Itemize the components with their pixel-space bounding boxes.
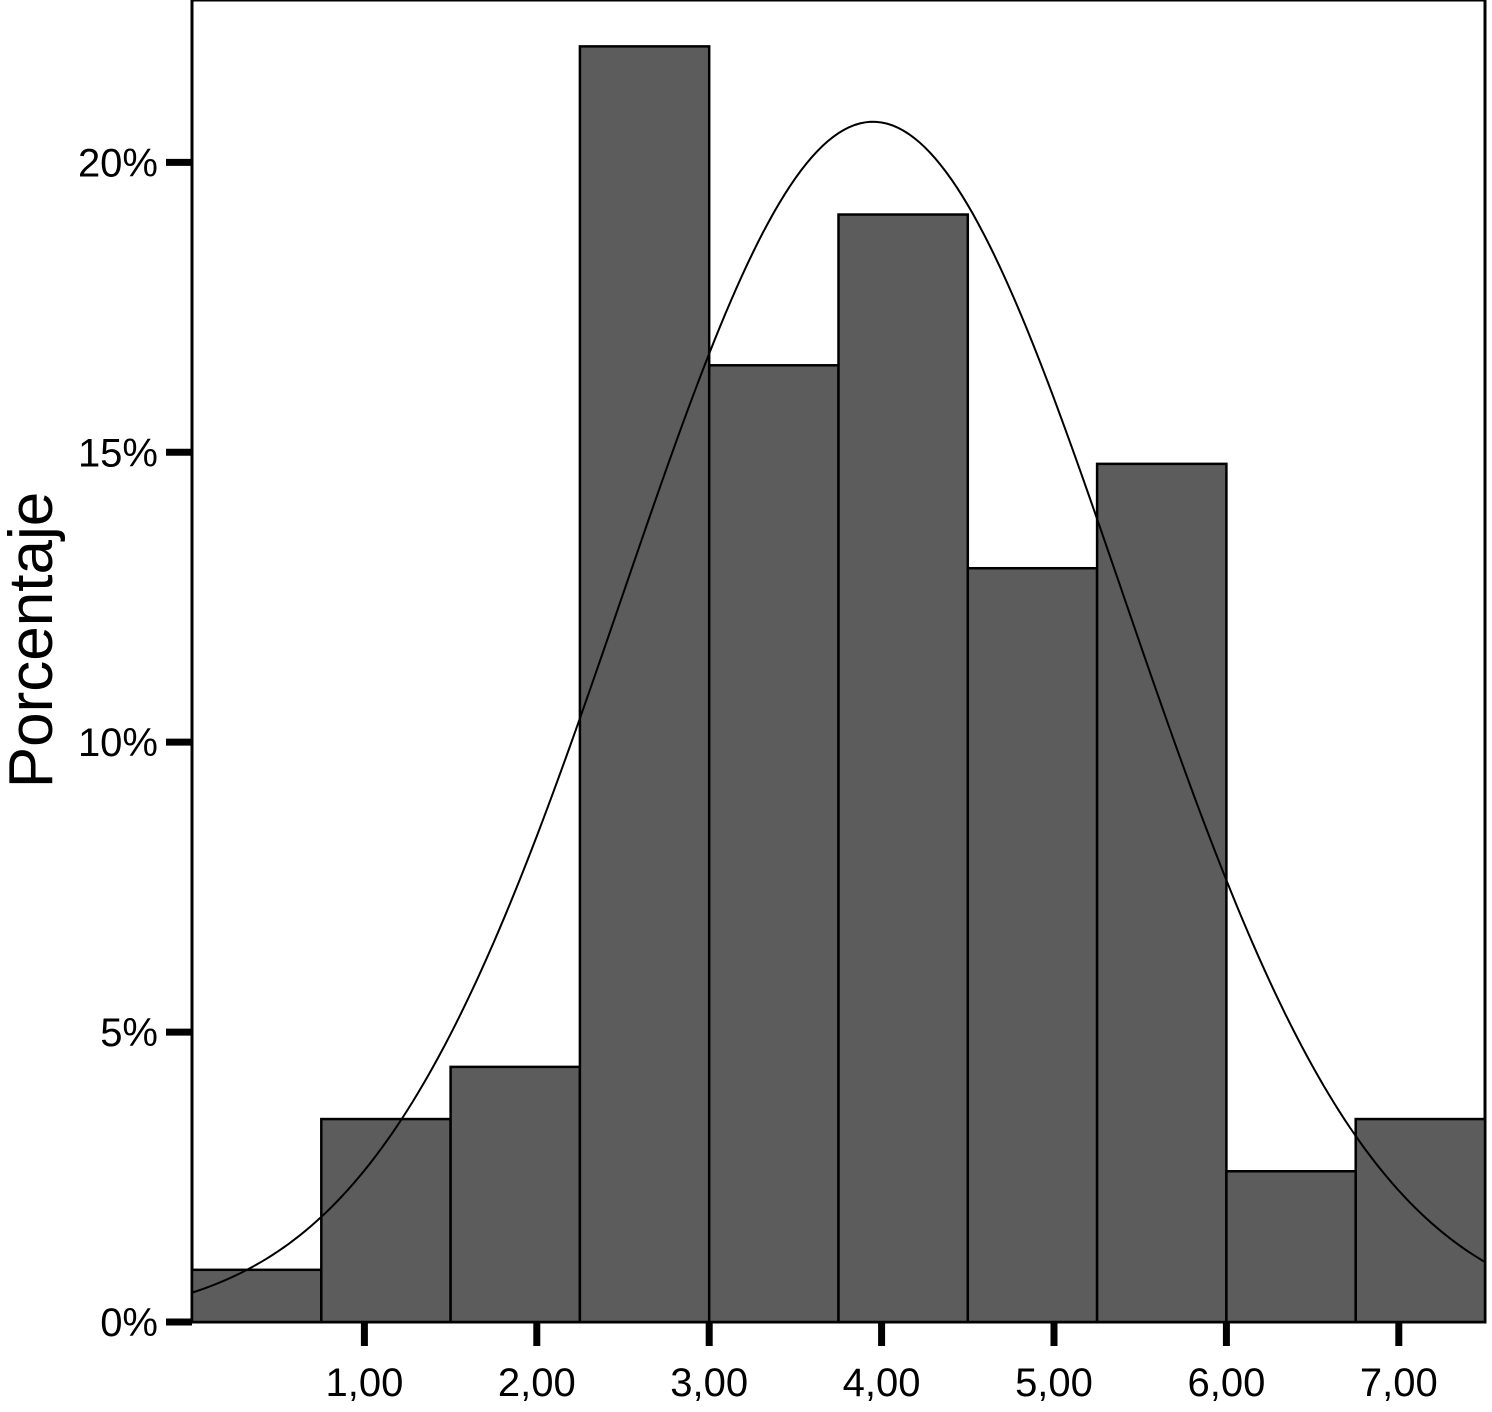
histogram-bar-4 [578,45,711,1324]
histogram-bar-1 [190,1268,323,1324]
y-axis-ticks: 0% 5% 10% 15% 20% [78,141,192,1345]
histogram-bar-8 [1095,462,1228,1324]
x-tick-label-3: 4,00 [843,1361,921,1405]
normal-curve [191,120,1486,1294]
y-tick-label-4: 20% [78,141,158,185]
x-tick-label-2: 3,00 [670,1361,748,1405]
y-tick-label-2: 10% [78,721,158,765]
bars [190,45,1487,1324]
histogram-bar-7 [966,566,1099,1324]
x-tick-label-5: 6,00 [1187,1361,1265,1405]
histogram-bar-5 [707,364,840,1324]
y-tick-label-0: 0% [100,1301,158,1345]
histogram-bar-2 [320,1117,452,1324]
x-tick-label-4: 5,00 [1015,1361,1093,1405]
histogram-bar-10 [1354,1117,1487,1324]
y-axis-title: Porcentaje [0,492,66,788]
x-tick-label-1: 2,00 [498,1361,576,1405]
x-axis-ticks: 1,00 2,00 3,00 4,00 5,00 6,00 7,00 [325,1322,1438,1405]
histogram-bar-9 [1225,1169,1357,1324]
x-tick-label-0: 1,00 [325,1361,403,1405]
y-tick-label-3: 15% [78,431,158,475]
y-tick-label-1: 5% [100,1011,158,1055]
x-tick-label-6: 7,00 [1360,1361,1438,1405]
histogram-bar-3 [449,1065,582,1324]
histogram-bar-6 [837,213,970,1324]
